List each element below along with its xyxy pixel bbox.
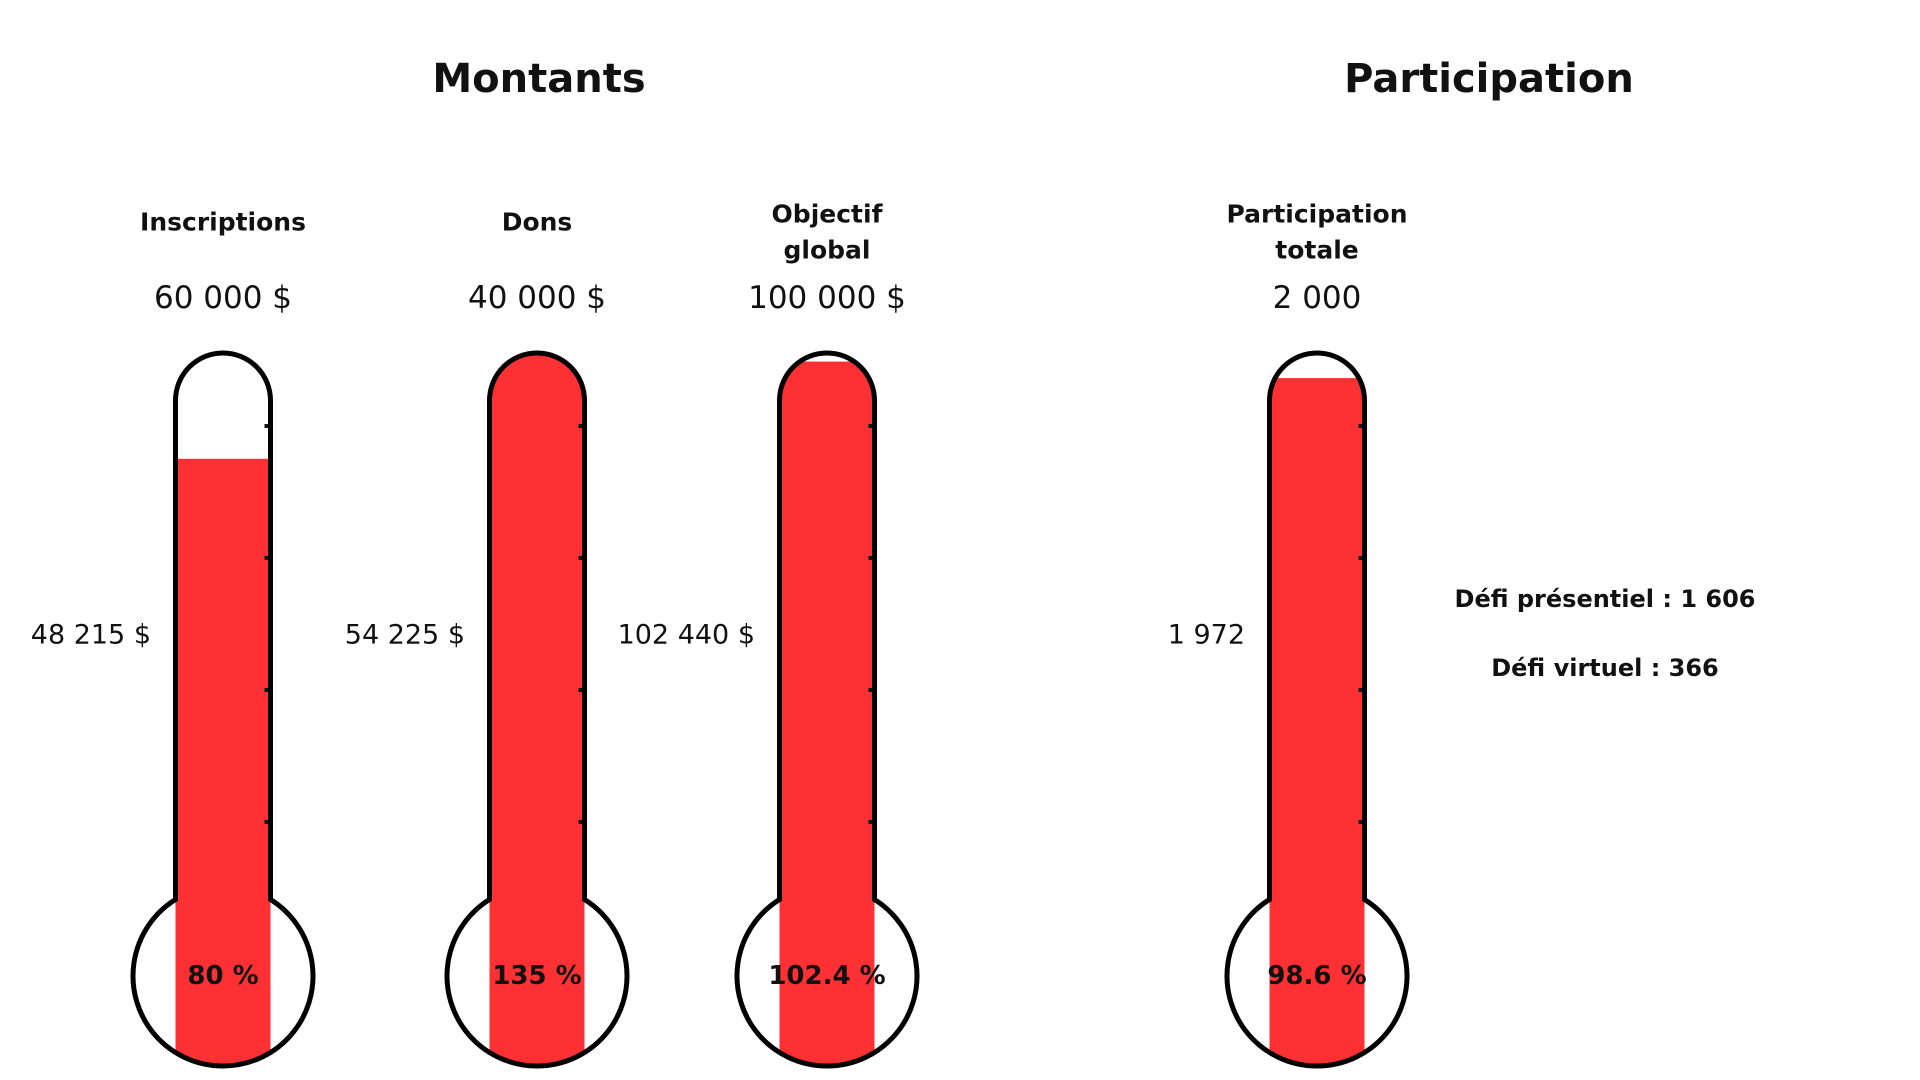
thermometer-outline — [130, 350, 316, 1069]
thermometer-label: Objectif — [771, 199, 883, 229]
goal-amount: 40 000 $ — [467, 280, 607, 316]
percent-label: 98.6 % — [1267, 961, 1367, 991]
note: Défi présentiel : 1 606 — [1454, 585, 1756, 613]
thermometer-label: Inscriptions — [140, 207, 306, 237]
note: Défi virtuel : 366 — [1491, 654, 1719, 682]
thermometer-outline — [734, 350, 920, 1069]
fill-level — [779, 361, 875, 1067]
percent-label: 102.4 % — [768, 961, 886, 991]
raised-amount: 54 225 $ — [344, 619, 465, 651]
thermometer-label: Dons — [501, 207, 573, 237]
goal-amount: 100 000 $ — [748, 280, 906, 316]
thermometer-label: totale — [1275, 235, 1359, 265]
section-title: Montants — [432, 56, 646, 102]
fill-level — [175, 458, 271, 1067]
fill-level — [489, 353, 585, 1067]
fill-level — [1269, 378, 1365, 1067]
goal-amount: 60 000 $ — [153, 280, 293, 316]
percent-label: 135 % — [492, 961, 582, 991]
raised-amount: 48 215 $ — [30, 619, 151, 651]
thermometer-outline — [444, 350, 630, 1069]
section-title: Participation — [1344, 56, 1634, 102]
thermometer-outline — [1224, 350, 1410, 1069]
thermometer-label: Participation — [1226, 199, 1408, 229]
raised-amount: 102 440 $ — [617, 619, 755, 651]
percent-label: 80 % — [187, 961, 259, 991]
goal-amount: 2 000 — [1272, 280, 1362, 316]
thermometer-label: global — [783, 235, 871, 265]
raised-amount: 1 972 — [1167, 619, 1245, 651]
